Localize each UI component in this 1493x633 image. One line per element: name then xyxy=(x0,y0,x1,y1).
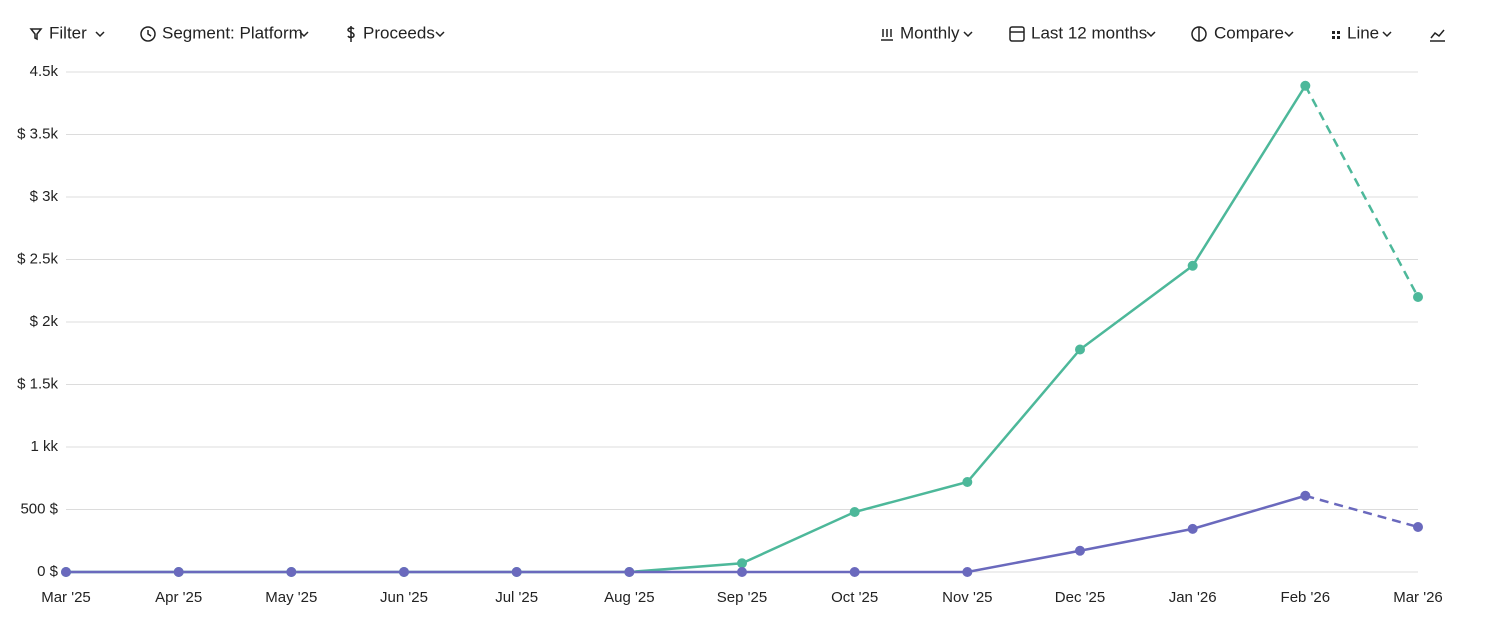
x-tick-label: Jun '25 xyxy=(380,589,428,606)
x-tick-label: Oct '25 xyxy=(831,589,878,606)
point xyxy=(1300,80,1311,91)
point xyxy=(1187,260,1198,271)
x-tick-label: Sep '25 xyxy=(717,589,767,606)
y-tick-label: 1 kk xyxy=(30,438,58,455)
x-tick-label: Nov '25 xyxy=(942,589,992,606)
segment-button[interactable]: Segment: Platform xyxy=(140,23,309,42)
y-tick-label: 0 $ xyxy=(37,563,59,580)
x-tick-label: Jan '26 xyxy=(1169,589,1217,606)
point xyxy=(173,567,184,577)
chevron xyxy=(1382,31,1392,38)
point xyxy=(1413,522,1423,532)
chevron xyxy=(963,31,973,38)
y-tick-label: $ 2k xyxy=(30,313,59,330)
point xyxy=(1187,523,1198,534)
period-button[interactable]: Monthly xyxy=(881,23,973,42)
toolbar-label: Compare xyxy=(1214,23,1284,42)
toolbar-label: Last 12 months xyxy=(1031,23,1147,42)
chevron xyxy=(435,31,445,38)
period-icon xyxy=(881,29,893,41)
series-line-projected xyxy=(1304,494,1419,529)
point xyxy=(1075,344,1085,355)
y-tick-label: 500 $ xyxy=(20,500,58,517)
series-line xyxy=(66,85,1307,574)
point xyxy=(737,567,747,577)
point xyxy=(849,567,860,577)
chevron xyxy=(95,31,105,38)
clock-icon xyxy=(140,26,156,42)
y-tick-label: $ 1.5k xyxy=(17,375,58,392)
filter-button[interactable]: Filter xyxy=(29,23,105,42)
point xyxy=(1413,292,1423,302)
toolbar-label: Line xyxy=(1347,23,1379,42)
x-tick-label: Aug '25 xyxy=(604,589,654,606)
point xyxy=(1075,545,1085,556)
dollar-icon xyxy=(347,26,355,42)
clock-hands xyxy=(147,30,152,37)
chevron xyxy=(1284,31,1294,38)
toolbar-label: Segment: Platform xyxy=(162,23,303,42)
x-tick-label: Dec '25 xyxy=(1055,589,1105,606)
y-tick-label: $ 3k xyxy=(30,188,59,205)
filter-icon xyxy=(29,28,43,41)
chart-type-button[interactable]: Line xyxy=(1332,23,1392,42)
point xyxy=(286,567,297,577)
x-tick-label: Mar '25 xyxy=(41,589,91,606)
point xyxy=(962,567,973,577)
chevron xyxy=(1146,31,1156,38)
x-tick-label: Apr '25 xyxy=(155,589,202,606)
metric-button[interactable]: Proceeds xyxy=(347,23,445,42)
x-tick-label: Feb '26 xyxy=(1281,589,1331,606)
x-tick-label: Mar '26 xyxy=(1393,589,1443,606)
point xyxy=(624,567,635,577)
point xyxy=(962,477,973,487)
type-icon xyxy=(1332,31,1340,39)
compare-button[interactable]: Compare xyxy=(1191,23,1294,42)
point xyxy=(1300,490,1311,501)
point xyxy=(511,567,522,577)
range-button[interactable]: Last 12 months xyxy=(1009,23,1156,42)
toolbar-label: Monthly xyxy=(900,23,960,42)
trend-button[interactable] xyxy=(1430,29,1445,42)
point xyxy=(849,507,860,517)
series-line-projected xyxy=(1304,85,1420,298)
point xyxy=(737,558,747,569)
toolbar-label: Proceeds xyxy=(363,23,435,42)
point xyxy=(61,567,71,577)
toolbar-label: Filter xyxy=(49,23,87,42)
y-tick-label: 4.5k xyxy=(30,63,59,80)
point xyxy=(399,567,409,577)
y-tick-label: $ 2.5k xyxy=(17,250,58,267)
x-tick-label: Jul '25 xyxy=(495,589,538,606)
y-tick-label: $ 3.5k xyxy=(17,125,58,142)
chevron xyxy=(299,31,309,38)
x-tick-label: May '25 xyxy=(265,589,317,606)
calendar-icon xyxy=(1009,26,1025,42)
series-line xyxy=(66,494,1306,574)
